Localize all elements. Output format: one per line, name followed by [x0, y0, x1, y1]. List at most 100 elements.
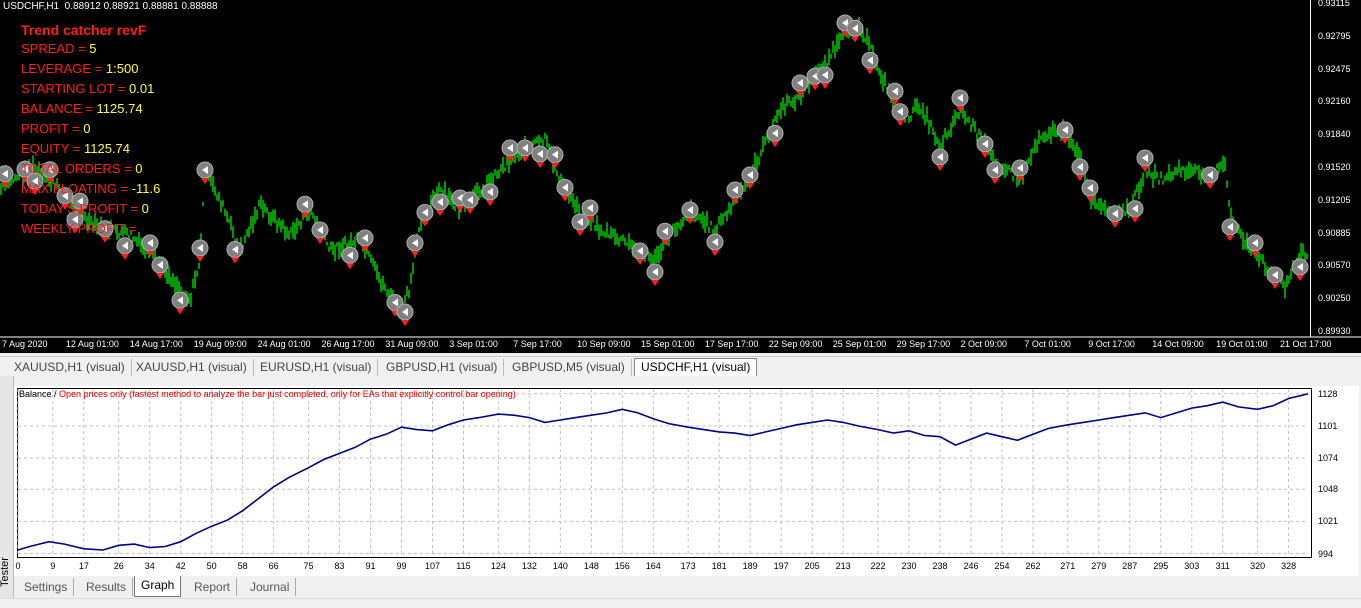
trade-marker-arrow [402, 308, 408, 316]
trade-marker-arrow [437, 198, 443, 206]
time-tick-label: 7 Sep 17:00 [513, 339, 562, 349]
trade-tick-label: 50 [206, 561, 217, 571]
trade-marker-arrow [2, 169, 8, 178]
ea-stat-label: EQUITY = [21, 141, 84, 156]
trade-marker-arrow [822, 71, 828, 79]
balance-graph-plot [17, 388, 1312, 558]
trade-exit-arrow [231, 257, 239, 264]
symbol-tab[interactable]: EURUSD,H1 (visual) [254, 359, 379, 376]
tester-tab-report[interactable]: Report [188, 578, 238, 596]
symbol-tab[interactable]: GBPUSD,M5 (visual) [506, 359, 632, 376]
time-tick-label: 10 Sep 09:00 [577, 339, 631, 349]
ea-stat-value: 1:500 [105, 61, 139, 76]
trade-exit-arrow [521, 156, 529, 162]
trade-exit-arrow [1061, 138, 1069, 144]
legend-series-name: Balance [19, 389, 52, 399]
balance-tick-label: 1048 [1318, 484, 1339, 495]
trade-tick-label: 295 [1153, 561, 1169, 571]
trade-marker-arrow [412, 239, 418, 247]
trade-marker-arrow [687, 206, 693, 214]
symbol-tab[interactable]: USDCHF,H1 (visual) [634, 358, 758, 376]
ea-stat-value: 0 [83, 121, 91, 136]
trade-marker-arrow [587, 204, 593, 212]
trade-exit-arrow [821, 83, 829, 89]
time-tick-label: 29 Sep 17:00 [896, 339, 951, 349]
symbol-tab[interactable]: XAUUSD,H1 (visual) [130, 359, 254, 376]
trade-tick-label: 156 [614, 561, 630, 571]
time-tick-label: 7 Oct 01:00 [1024, 339, 1071, 349]
time-tick-label: 25 Sep 01:00 [832, 339, 887, 349]
trade-marker-arrow [1297, 263, 1303, 271]
trade-marker-arrow [1227, 223, 1233, 231]
trade-exit-arrow [201, 178, 209, 184]
trade-tick-label: 164 [645, 561, 661, 571]
ea-stat-label: MAX FLOATING = [21, 181, 132, 196]
time-tick-label: 2 Oct 09:00 [960, 339, 1008, 349]
time-tick-label: 9 Oct 17:00 [1088, 339, 1135, 349]
trade-tick-label: 140 [552, 561, 568, 571]
ea-stat-value: 1125.74 [83, 141, 131, 156]
chart-symbol-header: USDCHF,H1 0.88912 0.88921 0.88881 0.8888… [3, 1, 218, 12]
time-tick-label: 19 Aug 09:00 [193, 339, 247, 349]
time-tick-label: 26 Aug 17:00 [321, 339, 375, 349]
trade-tick-label: 189 [742, 561, 758, 571]
trade-exit-arrow [421, 220, 429, 227]
trade-marker-arrow [202, 166, 208, 174]
trade-exit-arrow [401, 320, 409, 326]
trade-marker-arrow [147, 239, 153, 247]
symbol-tab[interactable]: XAUUSD,H1 (visual) [8, 359, 132, 376]
time-tick-label: 31 Aug 09:00 [385, 339, 439, 349]
trade-marker-arrow [522, 144, 528, 152]
trade-tick-label: 0 [15, 561, 21, 571]
trade-exit-arrow [956, 106, 964, 112]
trade-tick-label: 271 [1060, 561, 1076, 571]
price-chart[interactable]: USDCHF,H1 0.88912 0.88921 0.88881 0.8888… [0, 0, 1361, 353]
trade-exit-arrow [746, 183, 754, 189]
trade-marker-arrow [317, 226, 323, 234]
trade-exit-arrow [456, 206, 464, 212]
status-strip [0, 598, 1361, 608]
trade-marker-arrow [47, 165, 53, 174]
trade-exit-arrow [1016, 176, 1024, 182]
symbol-tab[interactable]: GBPUSD,H1 (visual) [380, 359, 505, 376]
trade-exit-arrow [866, 68, 874, 75]
ea-stat-label: STARTING LOT = [21, 81, 129, 96]
price-tick-label: 0.90570 [1318, 260, 1351, 271]
trade-marker-arrow [812, 72, 818, 81]
trade-marker-arrow [892, 87, 898, 96]
trade-tick-label: 197 [773, 561, 789, 571]
balance-tick-label: 1021 [1318, 516, 1339, 527]
trade-tick-label: 303 [1184, 561, 1200, 571]
trade-marker-arrow [157, 261, 163, 269]
trade-tick-label: 173 [680, 561, 696, 571]
price-tick-label: 0.91840 [1318, 129, 1351, 140]
trade-marker-arrow [637, 247, 643, 255]
trade-tick-label: 17 [78, 561, 89, 571]
tester-tab-settings[interactable]: Settings [18, 578, 75, 596]
time-tick-label: 14 Aug 17:00 [129, 339, 183, 349]
tester-tab-results[interactable]: Results [80, 578, 134, 596]
time-tick-label: 24 Aug 01:00 [257, 339, 311, 349]
balance-tick-label: 1101 [1318, 420, 1338, 431]
trade-tick-label: 115 [456, 561, 471, 571]
trade-marker-arrow [852, 24, 858, 33]
price-tick-label: 0.92160 [1318, 96, 1351, 107]
trade-tick-label: 66 [268, 561, 279, 571]
trade-marker-arrow [732, 186, 738, 194]
trade-marker-arrow [897, 107, 903, 116]
trade-marker-arrow [712, 238, 718, 246]
trade-exit-arrow [361, 246, 369, 252]
tester-tab-graph[interactable]: Graph [134, 576, 182, 597]
trade-tick-label: 91 [365, 561, 376, 571]
legend-separator: / [51, 389, 60, 399]
trade-marker-arrow [302, 200, 308, 209]
tester-tab-bar: Settings Results Graph Report Journal [14, 576, 1361, 598]
tester-side-label: Tester [0, 557, 11, 587]
ea-title: Trend catcher revF [21, 22, 147, 38]
trade-exit-arrow [536, 162, 544, 168]
trade-tick-label: 26 [113, 561, 124, 571]
trade-exit-arrow [31, 189, 39, 196]
trade-marker-arrow [1252, 239, 1258, 247]
trade-exit-arrow [196, 256, 204, 262]
tester-tab-journal[interactable]: Journal [244, 578, 297, 596]
